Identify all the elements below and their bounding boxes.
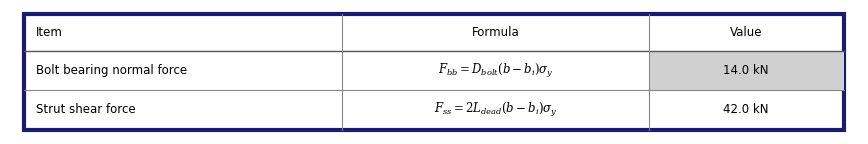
Text: 14.0 kN: 14.0 kN (723, 64, 769, 77)
Text: Formula: Formula (471, 26, 519, 39)
Text: 42.0 kN: 42.0 kN (723, 103, 769, 116)
Bar (24, 14, 844, 130)
Text: Value: Value (730, 26, 762, 39)
Text: $F_{bb} = D_{bolt}\left(b - b_i\right)\sigma_y$: $F_{bb} = D_{bolt}\left(b - b_i\right)\s… (437, 62, 553, 79)
Text: Item: Item (36, 26, 62, 39)
Text: Strut shear force: Strut shear force (36, 103, 135, 116)
Text: $F_{ss} = 2L_{dead}\left(b - b_i\right)\sigma_y$: $F_{ss} = 2L_{dead}\left(b - b_i\right)\… (434, 101, 557, 119)
Text: Bolt bearing normal force: Bolt bearing normal force (36, 64, 187, 77)
Bar (648, 51, 844, 90)
